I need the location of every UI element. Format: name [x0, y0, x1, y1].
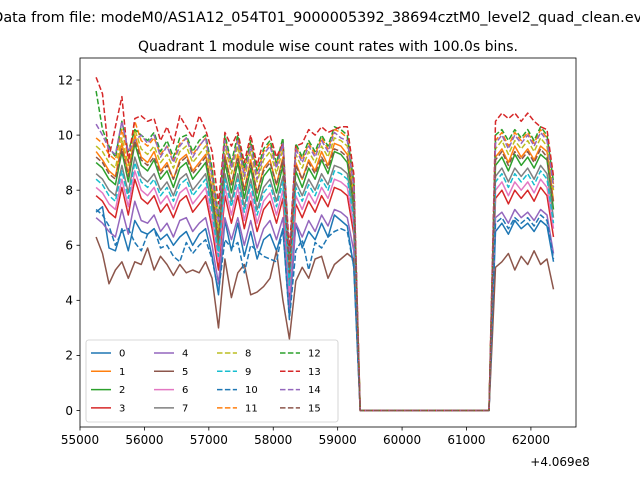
- y-tick-label: 0: [65, 404, 73, 418]
- series-line-8: [95, 128, 555, 412]
- series-line-11: [95, 120, 555, 412]
- x-tick-label: 62000: [512, 433, 550, 447]
- series-line-13: [95, 77, 555, 412]
- legend-label-1: 1: [119, 367, 125, 378]
- series-line-12: [95, 90, 555, 412]
- x-tick-label: 55000: [61, 433, 99, 447]
- y-tick-label: 6: [65, 239, 73, 253]
- legend-label-15: 15: [308, 404, 321, 415]
- y-tick-label: 12: [58, 73, 73, 87]
- x-tick-label: 57000: [190, 433, 228, 447]
- series-line-9: [95, 161, 555, 412]
- legend-label-11: 11: [245, 404, 258, 415]
- series-line-10: [95, 208, 555, 412]
- legend-label-13: 13: [308, 367, 321, 378]
- legend-label-10: 10: [245, 385, 258, 396]
- x-tick-label: 61000: [447, 433, 485, 447]
- legend-label-3: 3: [119, 404, 125, 415]
- legend-frame: [85, 339, 339, 423]
- legend-label-8: 8: [245, 349, 251, 360]
- x-tick-label: 60000: [383, 433, 421, 447]
- x-tick-label: 58000: [254, 433, 292, 447]
- legend-label-12: 12: [308, 349, 321, 360]
- series-line-14: [95, 120, 555, 412]
- x-tick-label: 56000: [125, 433, 163, 447]
- legend-label-7: 7: [182, 404, 188, 415]
- x-tick-label: 59000: [319, 433, 357, 447]
- y-axis: 0 2 4 6 8 10 12: [58, 73, 80, 418]
- x-offset-label: +4.069e8: [530, 455, 589, 469]
- figure-suptitle: Data from file: modeM0/AS1A12_054T01_900…: [0, 10, 640, 26]
- legend-label-2: 2: [119, 385, 125, 396]
- axes-frame: [79, 57, 577, 428]
- series-line-3: [95, 178, 555, 412]
- chart-title: Quadrant 1 module wise count rates with …: [138, 39, 518, 55]
- series-line-15: [95, 139, 555, 412]
- y-tick-label: 2: [65, 349, 73, 363]
- series-line-1: [95, 134, 555, 412]
- series-line-6: [95, 170, 555, 412]
- series-line-2: [95, 142, 555, 412]
- legend-label-4: 4: [182, 349, 188, 360]
- plot-series-layer: [95, 77, 555, 412]
- legend-label-9: 9: [245, 367, 251, 378]
- series-line-7: [95, 156, 555, 412]
- x-axis: 55000 56000 57000 58000 59000 60000 61000 62000: [61, 427, 550, 447]
- legend-label-6: 6: [182, 385, 188, 396]
- y-tick-label: 10: [58, 128, 73, 142]
- y-tick-label: 8: [65, 183, 73, 197]
- legend-label-14: 14: [308, 385, 321, 396]
- y-tick-label: 4: [65, 294, 73, 308]
- legend-label-5: 5: [182, 367, 188, 378]
- series-line-4: [95, 200, 555, 412]
- legend-label-0: 0: [119, 349, 125, 360]
- series-line-5: [95, 236, 555, 412]
